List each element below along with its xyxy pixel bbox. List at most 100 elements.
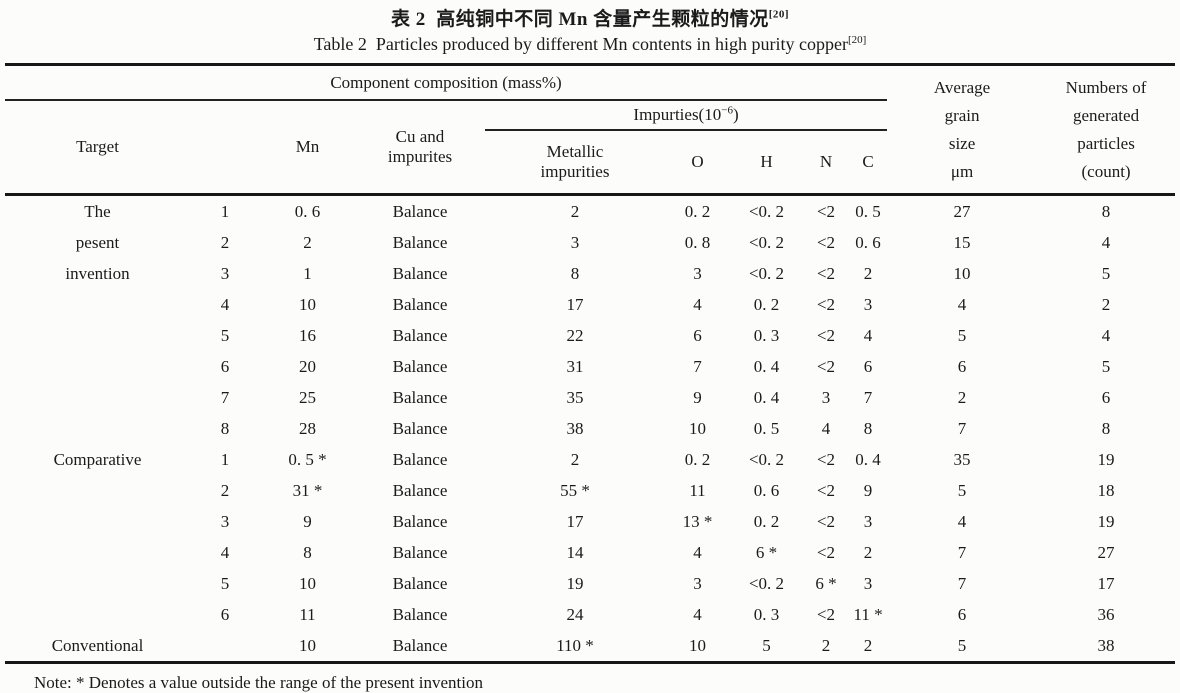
cell-n: 6 * [815, 573, 837, 593]
cell-cu: Balance [392, 294, 448, 314]
cell-target: Comparative [53, 449, 142, 469]
cell-target: The [84, 201, 111, 221]
cell-particles: 38 [1097, 635, 1115, 655]
cell-o: 0. 2 [684, 449, 711, 469]
cell-n: <2 [816, 294, 836, 314]
cell-no: 1 [220, 449, 230, 469]
cell-c: 6 [863, 356, 873, 376]
cell-o: 13 * [682, 511, 713, 531]
title-chinese-citation: [20] [768, 8, 790, 21]
cell-h: 0. 4 [753, 387, 780, 407]
cell-target: pesent [75, 232, 120, 252]
cell-h: 0. 3 [753, 604, 780, 624]
cell-c: 4 [863, 325, 873, 345]
cell-c: 2 [863, 542, 873, 562]
cell-h: 0. 4 [753, 356, 780, 376]
header-oxygen: O [691, 152, 704, 171]
cell-no: 5 [220, 573, 230, 593]
cell-grain: 2 [957, 387, 967, 407]
cell-target [5, 289, 190, 320]
cell-n: <2 [816, 449, 836, 469]
cell-n: <2 [816, 511, 836, 531]
cell-particles: 19 [1097, 449, 1115, 469]
cell-mn: 0. 5 * [288, 449, 327, 469]
table-row: 6 11 Balance 24 4 0. 3 <2 11 * 6 36 [5, 599, 1175, 630]
header-sample-number [190, 100, 260, 195]
cell-no: 3 [220, 263, 230, 283]
cell-particles: 8 [1101, 201, 1111, 221]
cell-target [5, 599, 190, 630]
cell-h: <0. 2 [748, 263, 785, 283]
cell-grain: 27 [953, 201, 971, 221]
cell-grain: 7 [957, 418, 967, 438]
cell-no: 5 [220, 325, 230, 345]
cell-n: <2 [816, 263, 836, 283]
cell-mn: 11 [299, 604, 316, 624]
cell-o: 6 [693, 325, 702, 345]
table-row: 5 16 Balance 22 6 0. 3 <2 4 5 4 [5, 320, 1175, 351]
cell-mn: 16 [299, 325, 316, 345]
cell-cu: Balance [392, 356, 448, 376]
header-cu-and-impurites: Cu and impurites [355, 100, 485, 195]
cell-grain: 5 [957, 480, 967, 500]
cell-target [5, 320, 190, 351]
cell-no: 4 [220, 294, 230, 314]
cell-target [5, 506, 190, 537]
cell-grain: 5 [957, 635, 967, 655]
cell-particles: 19 [1097, 511, 1115, 531]
cell-o: 3 [693, 263, 702, 283]
cell-c: 7 [863, 387, 873, 407]
cell-mn: 2 [303, 232, 312, 252]
header-component-composition: Component composition (mass%) [5, 64, 888, 101]
header-cu-and-impurites-text: Cu and impurites [387, 126, 453, 166]
title-english: Table 2 Particles produced by different … [0, 34, 1180, 55]
header-carbon: C [862, 152, 874, 171]
table-row: 7 25 Balance 35 9 0. 4 3 7 2 6 [5, 382, 1175, 413]
cell-metallic: 55 * [560, 480, 590, 500]
cell-c: 0. 4 [855, 449, 881, 469]
table-row: The 1 0. 6 Balance 2 0. 2 <0. 2 <2 0. 5 27 8 [5, 195, 1175, 228]
cell-target [5, 413, 190, 444]
header-numbers-line2: generated [1073, 105, 1140, 125]
cell-o: 7 [693, 356, 702, 376]
cell-cu: Balance [392, 480, 448, 500]
cell-mn: 10 [299, 294, 316, 314]
cell-mn: 8 [303, 542, 312, 562]
cell-mn: 10 [299, 635, 316, 655]
cell-target [5, 475, 190, 506]
cell-metallic: 2 [570, 201, 580, 221]
header-row-impurties: Target Mn Cu and impurites Impurties(10−… [5, 100, 1175, 166]
cell-particles: 17 [1097, 573, 1115, 593]
header-impurties-exponent: −6 [721, 104, 733, 117]
header-nitrogen: N [819, 152, 833, 171]
table-row: 4 8 Balance 14 4 6 * <2 2 7 27 [5, 537, 1175, 568]
cell-no [190, 630, 260, 663]
cell-grain: 10 [953, 263, 971, 283]
header-mn: Mn [295, 137, 320, 156]
cell-c: 3 [863, 573, 873, 593]
cell-no: 2 [220, 480, 230, 500]
cell-cu: Balance [392, 573, 448, 593]
cell-cu: Balance [392, 449, 448, 469]
header-average-line3: size [948, 133, 976, 153]
header-numbers-line1: Numbers of [1065, 77, 1147, 97]
cell-metallic: 22 [566, 325, 584, 345]
cell-h: <0. 2 [748, 232, 785, 252]
cell-h: <0. 2 [748, 573, 785, 593]
cell-particles: 27 [1097, 542, 1115, 562]
table-footnote: Note: * Denotes a value outside the rang… [34, 673, 483, 692]
cell-n: <2 [816, 356, 836, 376]
table-row: 2 31 * Balance 55 * 11 0. 6 <2 9 5 18 [5, 475, 1175, 506]
cell-mn: 9 [303, 511, 312, 531]
cell-mn: 25 [299, 387, 316, 407]
cell-no: 6 [220, 356, 230, 376]
header-numbers-of-particles: Numbers of generated particles (count) [1037, 65, 1175, 195]
cell-h: <0. 2 [748, 201, 785, 221]
table-row: pesent 2 2 Balance 3 0. 8 <0. 2 <2 0. 6 15 4 [5, 227, 1175, 258]
cell-c: 11 * [853, 604, 883, 624]
cell-metallic: 24 [566, 604, 584, 624]
cell-metallic: 3 [570, 232, 580, 252]
cell-metallic: 35 [566, 387, 584, 407]
cell-mn: 31 * [292, 480, 323, 500]
cell-o: 0. 2 [684, 201, 711, 221]
